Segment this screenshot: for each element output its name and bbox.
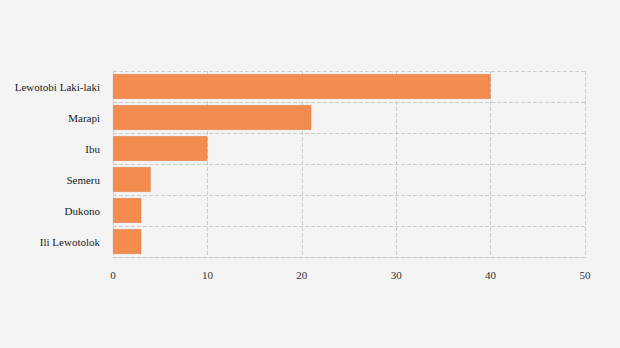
svg-text:0: 0 — [110, 269, 116, 281]
svg-text:Dukono: Dukono — [65, 205, 101, 217]
svg-text:Ibu: Ibu — [85, 143, 100, 155]
svg-text:Ili Lewotolok: Ili Lewotolok — [40, 236, 101, 248]
svg-text:20: 20 — [296, 269, 308, 281]
svg-text:30: 30 — [391, 269, 403, 281]
svg-text:Semeru: Semeru — [66, 174, 100, 186]
svg-text:Marapi: Marapi — [68, 112, 100, 124]
svg-text:40: 40 — [485, 269, 497, 281]
svg-text:10: 10 — [202, 269, 214, 281]
svg-text:50: 50 — [580, 269, 592, 281]
svg-text:Lewotobi Laki-laki: Lewotobi Laki-laki — [15, 81, 100, 93]
